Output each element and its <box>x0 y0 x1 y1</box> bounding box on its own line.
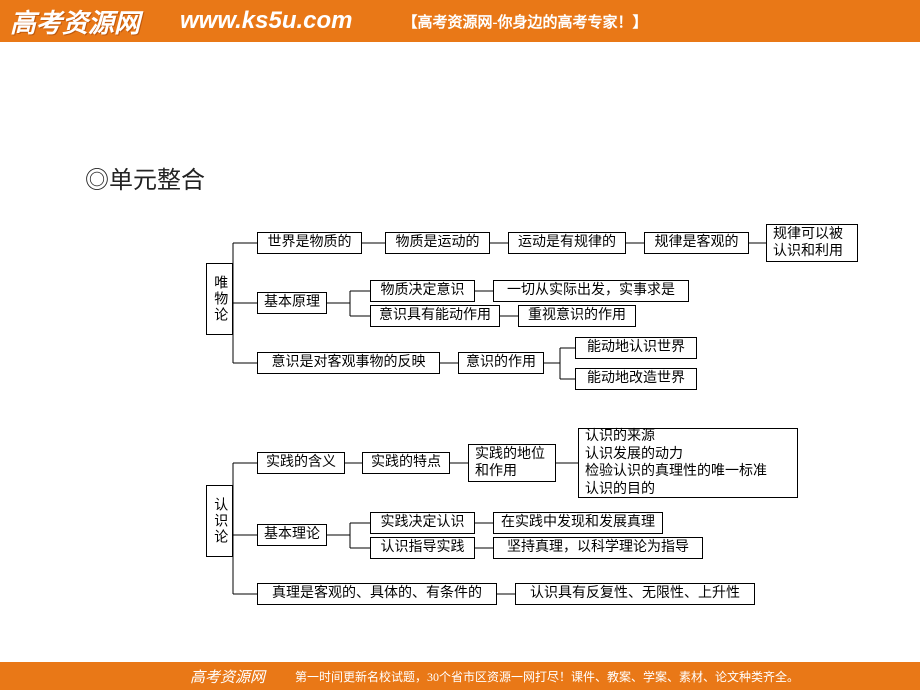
diagram-node-a1: 世界是物质的 <box>257 232 362 254</box>
diagram-node-b1: 基本原理 <box>257 292 327 314</box>
diagram-node-f1: 真理是客观的、具体的、有条件的 <box>257 583 497 605</box>
diagram-node-d1: 实践的含义 <box>257 452 345 474</box>
diagram-node-d4: 认识的来源 认识发展的动力 检验认识的真理性的唯一标准 认识的目的 <box>578 428 798 498</box>
diagram-node-b4: 意识具有能动作用 <box>370 305 500 327</box>
footer-logo: 高考资源网 <box>190 666 265 687</box>
diagram-node-d3: 实践的地位 和作用 <box>468 444 556 482</box>
diagram-node-c3: 能动地认识世界 <box>575 337 697 359</box>
diagram-node-e4: 认识指导实践 <box>370 537 475 559</box>
diagram-node-c1: 意识是对客观事物的反映 <box>257 352 440 374</box>
diagram-node-root1: 唯物论 <box>206 263 233 335</box>
diagram-node-c2: 意识的作用 <box>458 352 544 374</box>
diagram-node-e3: 在实践中发现和发展真理 <box>493 512 663 534</box>
diagram-node-a4: 规律是客观的 <box>644 232 749 254</box>
diagram-node-e2: 实践决定认识 <box>370 512 475 534</box>
diagram-node-a5: 规律可以被 认识和利用 <box>766 224 858 262</box>
diagram-node-f2: 认识具有反复性、无限性、上升性 <box>515 583 755 605</box>
diagram-node-e5: 坚持真理，以科学理论为指导 <box>493 537 703 559</box>
diagram-node-b5: 重视意识的作用 <box>518 305 636 327</box>
diagram-node-c4: 能动地改造世界 <box>575 368 697 390</box>
diagram-node-e1: 基本理论 <box>257 524 327 546</box>
concept-diagram: 唯物论认识论 世界是物质的 物质是运动的运动是有规律的规律是客观的规律可以被 认识和… <box>0 0 920 690</box>
diagram-node-d2: 实践的特点 <box>362 452 450 474</box>
diagram-node-b2: 物质决定意识 <box>370 280 475 302</box>
diagram-node-b3: 一切从实际出发，实事求是 <box>493 280 689 302</box>
diagram-node-root2: 认识论 <box>206 485 233 557</box>
diagram-node-a2: 物质是运动的 <box>385 232 490 254</box>
bottom-banner: 高考资源网 第一时间更新名校试题，30个省市区资源一网打尽！课件、教案、学案、素… <box>0 662 920 690</box>
footer-text: 第一时间更新名校试题，30个省市区资源一网打尽！课件、教案、学案、素材、论文种类… <box>295 668 799 685</box>
diagram-node-a3: 运动是有规律的 <box>508 232 626 254</box>
